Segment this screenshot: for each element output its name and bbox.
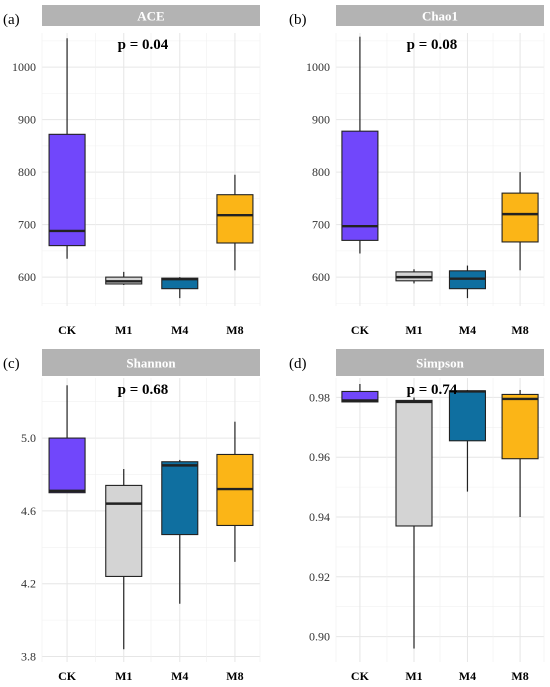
box-body	[341, 390, 379, 403]
y-tick-label: 0.94	[309, 510, 330, 524]
box-ck	[341, 383, 379, 403]
box-body	[216, 194, 254, 244]
x-tick-label: M1	[405, 669, 422, 683]
y-tick-label: 800	[18, 165, 36, 179]
y-tick-label: 3.8	[21, 650, 36, 664]
p-value-annotation: p = 0.08	[407, 37, 458, 53]
box-body	[501, 393, 539, 460]
y-tick-label: 4.2	[21, 577, 36, 591]
x-tick-label: M1	[405, 323, 422, 337]
y-tick-label: 0.98	[309, 390, 330, 404]
x-tick-label: M8	[226, 323, 243, 337]
box-body	[341, 130, 379, 241]
panel-ace: (a) ACE 600 700 800 900 1000 CK M1 M4 M8 p = 0.04	[3, 5, 261, 337]
y-tick-label: 600	[18, 270, 36, 284]
box-m1	[395, 397, 433, 649]
box-m1	[105, 271, 143, 285]
y-tick-label: 0.96	[309, 450, 330, 464]
y-tick-label: 900	[18, 113, 36, 127]
panel-tag: (d)	[289, 356, 307, 372]
p-value-annotation: p = 0.04	[118, 37, 169, 53]
box-m4	[448, 389, 487, 492]
panel-tag: (b)	[289, 12, 307, 28]
y-tick-label: 700	[312, 218, 330, 232]
y-tick-label: 1000	[12, 60, 36, 74]
box-m1	[395, 269, 433, 284]
x-tick-label: M1	[115, 669, 132, 683]
box-body	[105, 484, 143, 577]
strip-title: Simpson	[416, 356, 464, 371]
box-ck	[48, 38, 86, 259]
y-tick-label: 0.90	[309, 630, 330, 644]
x-tick-label: M4	[459, 323, 476, 337]
box-body	[448, 390, 487, 442]
box-body	[161, 461, 199, 536]
box-m8	[501, 389, 539, 518]
strip-title: Chao1	[422, 9, 458, 24]
x-tick-label: M4	[171, 323, 188, 337]
panel-tag: (c)	[3, 356, 20, 372]
x-tick-label: M8	[511, 669, 528, 683]
y-tick-label: 900	[312, 113, 330, 127]
x-tick-label: CK	[58, 669, 77, 683]
box-ck	[341, 36, 379, 254]
box-m4	[161, 459, 199, 604]
box-m8	[216, 174, 254, 271]
x-tick-label: M4	[459, 669, 476, 683]
box-m4	[161, 277, 199, 299]
strip-bar	[336, 5, 544, 26]
x-tick-label: M8	[226, 669, 243, 683]
box-m4	[448, 265, 487, 299]
box-m8	[501, 172, 539, 271]
x-tick-label: CK	[351, 323, 370, 337]
strip-title: ACE	[137, 9, 164, 24]
x-tick-label: M1	[115, 323, 132, 337]
x-tick-label: CK	[351, 669, 370, 683]
y-tick-label: 0.92	[309, 570, 330, 584]
panel-shannon: (c) Shannon 3.8 4.2 4.6 5.0 CK M1 M4 M8 p = 0.68	[3, 349, 261, 683]
box-body	[48, 133, 86, 247]
y-tick-label: 4.6	[21, 504, 36, 518]
box-body	[48, 437, 86, 494]
y-tick-label: 5.0	[21, 431, 36, 445]
x-tick-label: M8	[511, 323, 528, 337]
y-tick-label: 800	[312, 165, 330, 179]
panel-simpson: (d) Simpson 0.90 0.92 0.94 0.96 0.98 CK M1 M4 M8 p …	[289, 349, 545, 683]
p-value-annotation: p = 0.68	[118, 382, 169, 398]
box-m1	[105, 469, 143, 650]
x-tick-label: CK	[58, 323, 77, 337]
panel-tag: (a)	[3, 12, 20, 28]
p-value-annotation: p = 0.74	[407, 382, 458, 398]
box-ck	[48, 385, 86, 494]
strip-bar	[42, 349, 260, 376]
box-m8	[216, 421, 254, 562]
strip-bar	[42, 5, 260, 26]
y-tick-label: 600	[312, 270, 330, 284]
panel-chao1: (b) Chao1 600 700 800 900 1000 CK M1 M4 M8 p = 0.08	[289, 5, 545, 337]
box-body	[395, 399, 433, 527]
y-tick-label: 700	[18, 218, 36, 232]
strip-bar	[336, 349, 544, 376]
strip-title: Shannon	[126, 356, 176, 371]
y-tick-label: 1000	[306, 60, 330, 74]
box-body	[501, 192, 539, 243]
x-tick-label: M4	[171, 669, 188, 683]
